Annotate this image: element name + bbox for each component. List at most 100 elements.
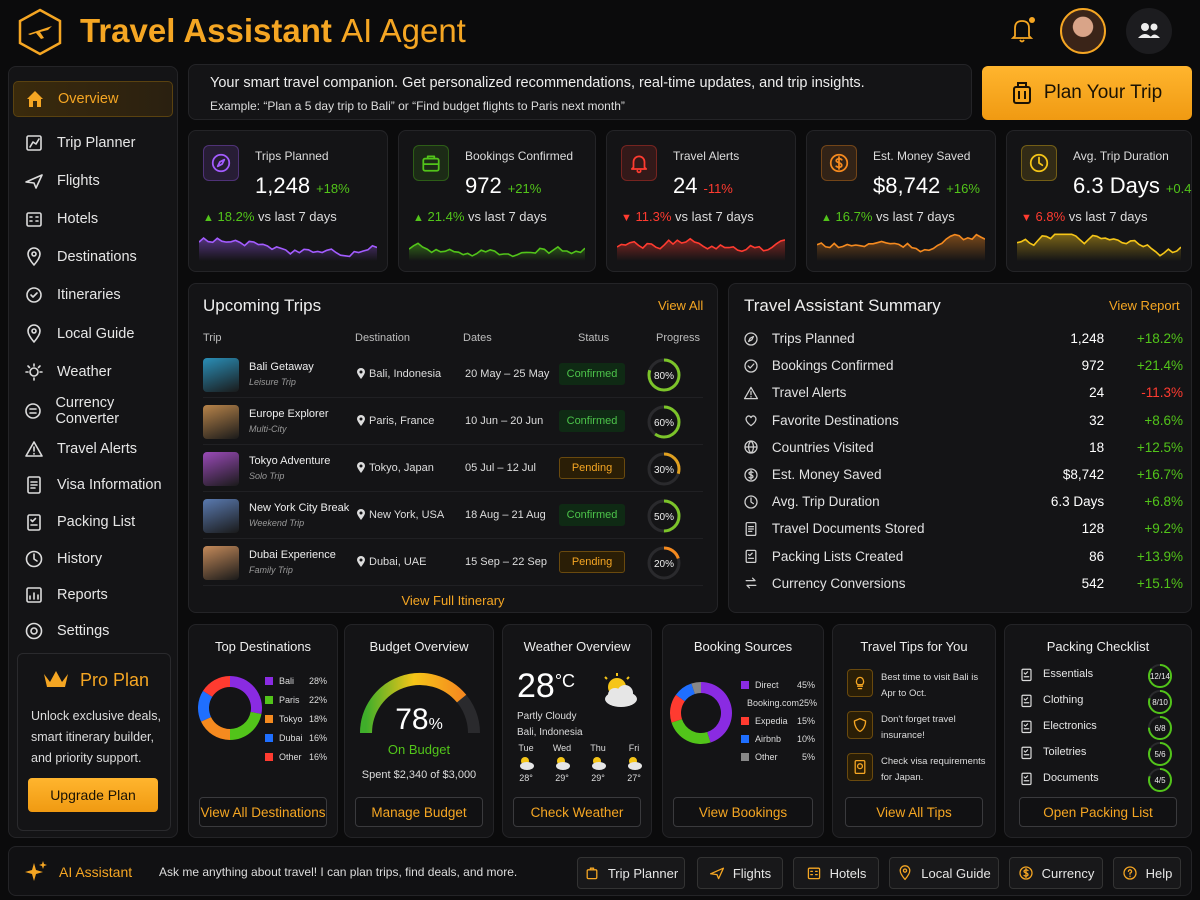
upcoming-trips-title: Upcoming Trips — [203, 296, 322, 315]
column-header-status: Status — [578, 332, 610, 344]
sidebar-item-hotels[interactable]: Hotels — [13, 201, 173, 237]
budget-spent: Spent $2,340 of $3,000 — [361, 769, 477, 781]
sidebar-item-flights[interactable]: Flights — [13, 163, 173, 199]
sidebar-item-currency-converter[interactable]: Currency Converter — [13, 393, 173, 429]
summary-delta: +6.8% — [1144, 494, 1183, 510]
stat-sparkline — [199, 236, 377, 261]
footer-help-button[interactable]: Help — [1113, 857, 1181, 889]
stat-card-bookings-confirmed[interactable]: Bookings Confirmed 972 +21% ▲ 21.4% vs last… — [398, 130, 596, 272]
upgrade-plan-button[interactable]: Upgrade Plan — [28, 778, 158, 812]
view-report-link[interactable]: View Report — [1109, 298, 1180, 313]
sidebar-item-itineraries[interactable]: Itineraries — [13, 277, 173, 313]
stat-card-travel-alerts[interactable]: Travel Alerts 24 -11% ▼ 11.3% vs last 7 day… — [606, 130, 796, 272]
sidebar-item-weather[interactable]: Weather — [13, 354, 173, 390]
summary-row: Currency Conversions 542 +15.1% — [743, 570, 1183, 597]
trip-type: Family Trip — [249, 565, 293, 575]
check-icon — [743, 358, 760, 374]
partly-cloudy-icon — [552, 755, 572, 771]
checklist-icon — [1019, 745, 1034, 760]
sidebar-item-reports[interactable]: Reports — [13, 577, 173, 613]
manage-budget-button[interactable]: Manage Budget — [355, 797, 483, 827]
packing-category: Documents — [1043, 772, 1099, 784]
trip-thumbnail — [203, 546, 239, 580]
sidebar-item-local-guide[interactable]: Local Guide — [13, 316, 173, 352]
pro-plan-title: Pro Plan — [80, 670, 150, 690]
avatar[interactable] — [1060, 8, 1106, 54]
status-badge: Confirmed — [559, 410, 625, 432]
plan-your-trip-button[interactable]: Plan Your Trip — [982, 66, 1192, 120]
stat-card-avg-trip-duration[interactable]: Avg. Trip Duration 6.3 Days +0.4 ▼ 6.8% vs … — [1006, 130, 1192, 272]
summary-label: Currency Conversions — [771, 575, 906, 591]
ai-assistant-prompt[interactable]: Ask me anything about travel! I can plan… — [159, 865, 518, 879]
check-weather-button[interactable]: Check Weather — [513, 797, 641, 827]
sidebar-item-destinations[interactable]: Destinations — [13, 239, 173, 275]
packing-progress-ring: 4/5 — [1148, 768, 1172, 792]
pin-icon — [897, 865, 913, 881]
trip-name: Bali Getaway — [249, 361, 314, 373]
summary-row: Travel Alerts 24 -11.3% — [743, 379, 1183, 406]
footer-currency-button[interactable]: Currency — [1009, 857, 1103, 889]
status-badge: Confirmed — [559, 363, 625, 385]
sidebar-item-label: Itineraries — [57, 287, 121, 303]
progress-ring: 60% — [647, 405, 681, 439]
suitcase-icon — [1012, 81, 1032, 105]
donut-slice-other — [202, 676, 230, 697]
globe-icon — [743, 439, 760, 455]
summary-panel: Travel Assistant Summary View Report Tri… — [728, 283, 1192, 613]
packing-category: Electronics — [1043, 720, 1097, 732]
intro-banner: Your smart travel companion. Get persona… — [188, 64, 972, 120]
travel-tips-card: Travel Tips for You Best time to visit B… — [832, 624, 996, 838]
footer-trip-planner-button[interactable]: Trip Planner — [577, 857, 685, 889]
sidebar-item-travel-alerts[interactable]: Travel Alerts — [13, 431, 173, 467]
pin-icon — [357, 556, 365, 567]
pin-icon — [23, 246, 45, 268]
sidebar-item-label: Trip Planner — [57, 135, 136, 151]
view-all-trips-link[interactable]: View All — [658, 298, 704, 313]
sidebar-item-packing-list[interactable]: Packing List — [13, 504, 173, 540]
trip-dates: 05 Jul – 12 Jul — [465, 462, 536, 474]
footer-hotels-button[interactable]: Hotels — [793, 857, 879, 889]
users-icon[interactable] — [1126, 8, 1172, 54]
stat-card-trips-planned[interactable]: Trips Planned 1,248 +18% ▲ 18.2% vs last 7 … — [188, 130, 388, 272]
footer-local-guide-button[interactable]: Local Guide — [889, 857, 999, 889]
view-bookings-button[interactable]: View Bookings — [673, 797, 813, 827]
crown-icon — [42, 668, 70, 690]
legend-item: Dubai 16% — [265, 733, 327, 743]
table-row[interactable]: Bali Getaway Leisure Trip Bali, Indonesia 2… — [203, 352, 703, 398]
sidebar-item-trip-planner[interactable]: Trip Planner — [13, 125, 173, 161]
sidebar-item-history[interactable]: History — [13, 541, 173, 577]
table-row[interactable]: New York City Break Weekend Trip New York,… — [203, 493, 703, 539]
summary-label: Travel Alerts — [771, 385, 847, 401]
sidebar-item-label: Settings — [57, 623, 110, 639]
view-full-itinerary-link[interactable]: View Full Itinerary — [401, 593, 505, 608]
sidebar: Overview Trip Planner Flights Hotels Destina… — [8, 66, 178, 838]
booking-sources-card: Booking Sources Direct 45% Booking.com 25% E… — [662, 624, 824, 838]
home-icon — [24, 88, 46, 110]
stat-value: 24 -11% — [673, 173, 733, 198]
table-row[interactable]: Europe Explorer Multi-City Paris, France 10… — [203, 399, 703, 445]
summary-label: Countries Visited — [771, 439, 874, 455]
forecast-day: Thu 29° — [585, 743, 611, 783]
clock-icon — [743, 494, 760, 510]
open-packing-list-button[interactable]: Open Packing List — [1019, 797, 1177, 827]
sidebar-item-visa-information[interactable]: Visa Information — [13, 467, 173, 503]
logo-icon — [18, 8, 62, 56]
sidebar-item-label: Currency Converter — [55, 395, 120, 427]
view-all-destinations-button[interactable]: View All Destinations — [199, 797, 327, 827]
pro-plan-card: Pro Plan Unlock exclusive deals, smart it… — [17, 653, 171, 831]
packing-category: Toiletries — [1043, 746, 1087, 758]
notification-bell-icon[interactable] — [1010, 16, 1036, 44]
sidebar-item-overview[interactable]: Overview — [13, 81, 173, 117]
stat-card-est-money-saved[interactable]: Est. Money Saved $8,742 +16% ▲ 16.7% vs las… — [806, 130, 996, 272]
donut-slice-dubai — [198, 690, 213, 722]
trip-destination: Dubai, UAE — [357, 556, 426, 568]
footer-flights-button[interactable]: Flights — [697, 857, 783, 889]
table-row[interactable]: Tokyo Adventure Solo Trip Tokyo, Japan 05 J… — [203, 446, 703, 492]
trip-destination: Tokyo, Japan — [357, 462, 434, 474]
summary-delta: +9.2% — [1144, 521, 1183, 537]
view-all-tips-button[interactable]: View All Tips — [845, 797, 983, 827]
sidebar-item-settings[interactable]: Settings — [13, 613, 173, 649]
weather-icon — [23, 361, 45, 383]
svg-text:6/8: 6/8 — [1154, 724, 1166, 733]
table-row[interactable]: Dubai Experience Family Trip Dubai, UAE 15 … — [203, 540, 703, 586]
